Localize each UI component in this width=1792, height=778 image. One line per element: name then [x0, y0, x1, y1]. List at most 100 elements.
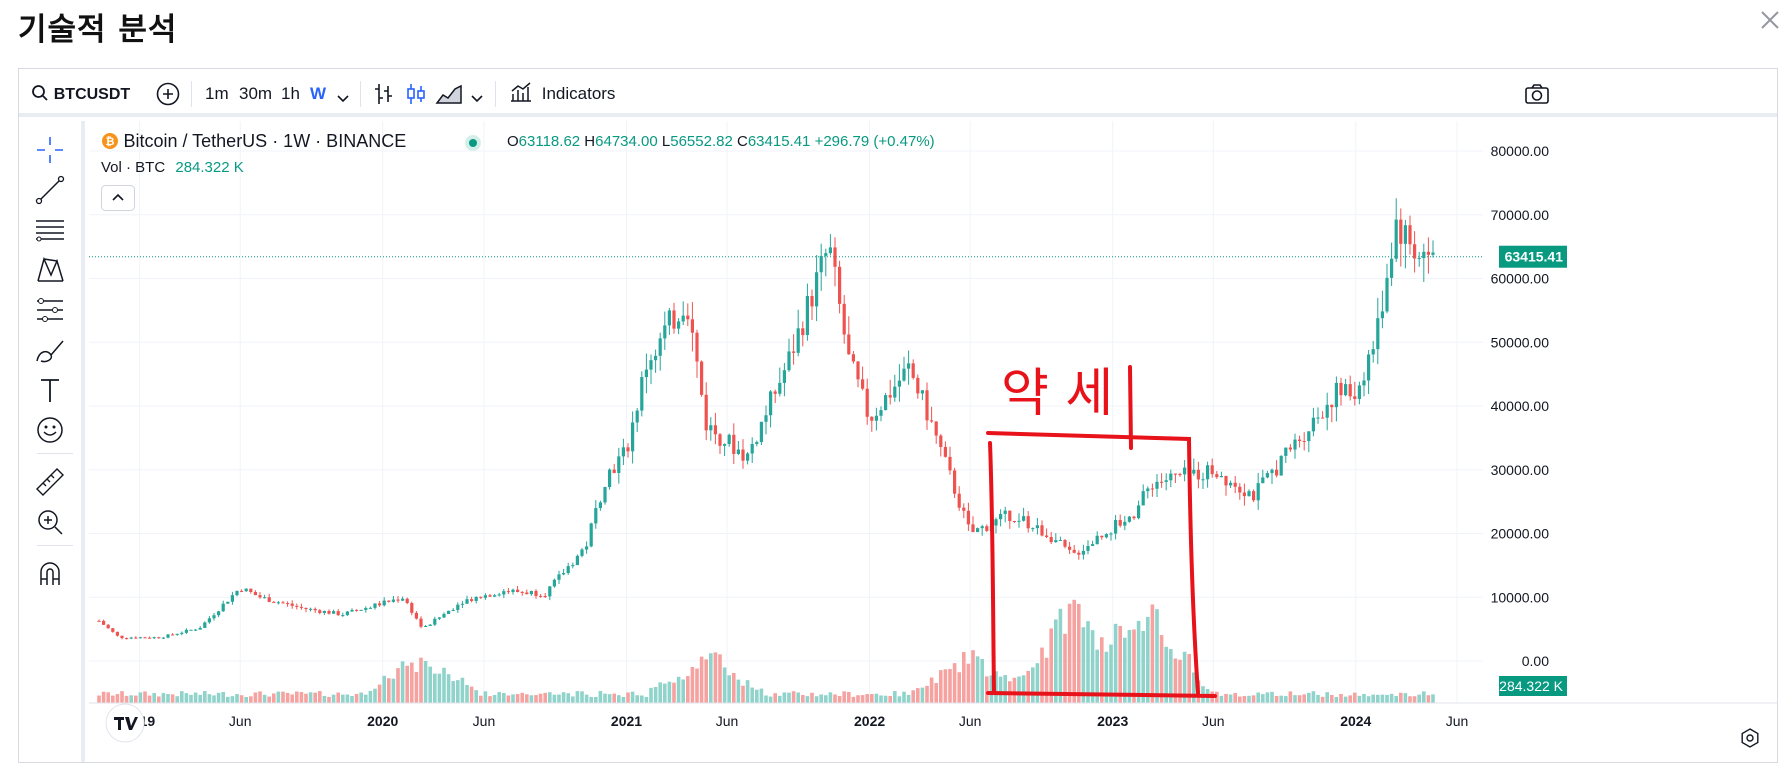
text-icon[interactable] [33, 373, 67, 407]
candle [1173, 473, 1177, 475]
magnet-icon[interactable] [33, 557, 67, 591]
candle [152, 637, 156, 639]
zoom-icon[interactable] [33, 505, 67, 539]
candle [184, 629, 188, 633]
candle [971, 524, 975, 533]
volume-bar [1261, 694, 1265, 703]
candle-icon[interactable] [405, 81, 427, 107]
candle [456, 604, 460, 610]
interval-w[interactable]: W [310, 84, 327, 103]
volume-bar [428, 666, 432, 703]
bar-chart-icon[interactable] [373, 81, 395, 107]
candle [1417, 258, 1421, 260]
volume-bar [630, 691, 635, 703]
crosshair-icon[interactable] [33, 133, 67, 167]
candle [525, 592, 529, 595]
volume-bar [722, 667, 727, 703]
volume-bar [299, 692, 304, 703]
volume-bar [1132, 629, 1136, 703]
interval-30m[interactable]: 30m [239, 84, 273, 103]
chart-canvas[interactable]: 80000.00 70000.00 60000.00 50000.00 40000.00… [89, 121, 1777, 762]
candle [810, 295, 814, 307]
symbol-search[interactable]: BTCUSDT [31, 81, 130, 107]
y-tick-label: 10000.00 [1491, 589, 1550, 605]
candle [506, 591, 510, 593]
candle [1380, 311, 1384, 319]
volume-bar [492, 695, 497, 703]
volume-bar [1104, 651, 1109, 703]
volume-bar [134, 695, 138, 703]
volume-bar [308, 692, 313, 703]
candle [796, 328, 800, 353]
candle [764, 415, 768, 422]
candle [1321, 417, 1325, 419]
volume-bar [897, 696, 902, 703]
candle [511, 589, 515, 593]
interval-1m[interactable]: 1m [205, 84, 229, 103]
pattern-icon[interactable] [33, 253, 67, 287]
volume-bar [1288, 691, 1293, 703]
prediction-icon[interactable] [33, 293, 67, 327]
candle [290, 603, 294, 606]
volume-bar [801, 694, 805, 703]
volume-bar [566, 693, 570, 703]
candle [134, 637, 138, 639]
settings-icon[interactable] [1739, 727, 1761, 749]
volume-bar [313, 692, 317, 703]
trend-line-icon[interactable] [33, 173, 67, 207]
candle [1357, 385, 1361, 400]
candle [240, 590, 244, 592]
area-chart-icon[interactable] [435, 81, 463, 107]
emoji-icon[interactable] [33, 413, 67, 447]
candle [557, 574, 561, 580]
volume-bar [1417, 694, 1421, 703]
volume-bar [295, 691, 299, 703]
chevron-down-icon[interactable] [335, 86, 351, 112]
volume-bar [1058, 608, 1063, 703]
volume-bar [759, 688, 764, 703]
candle [1210, 465, 1214, 475]
indicators-button[interactable]: Indicators [509, 81, 615, 107]
y-tick-label: 80000.00 [1491, 143, 1550, 159]
y-tick-label: 40000.00 [1491, 398, 1550, 414]
volume-bar [814, 696, 819, 703]
volume-bar [1049, 628, 1053, 703]
y-tick-label: 20000.00 [1491, 526, 1550, 542]
plus-circle-icon[interactable] [155, 81, 181, 107]
candle [870, 416, 874, 421]
price-chart[interactable]: 80000.00 70000.00 60000.00 50000.00 40000.00… [89, 121, 1777, 762]
volume-bar [221, 692, 225, 703]
volume-bar [405, 665, 409, 703]
close-icon[interactable] [1754, 4, 1786, 36]
candle [1229, 482, 1233, 486]
volume-bar [819, 694, 823, 703]
chart-widget: BTCUSDT 1m 30m 1h W [18, 68, 1778, 763]
camera-icon[interactable] [1523, 81, 1551, 107]
candle [345, 611, 349, 616]
volume-bar [479, 695, 483, 703]
market-status-icon[interactable] [464, 134, 482, 152]
volume-bar [1109, 644, 1113, 703]
brush-icon[interactable] [33, 333, 67, 367]
volume-bar [1026, 670, 1030, 703]
candle [161, 637, 165, 639]
candle [460, 603, 464, 605]
volume-bar [603, 693, 607, 703]
volume-bar [667, 681, 672, 703]
candle [999, 513, 1003, 520]
tradingview-logo-icon[interactable] [105, 703, 145, 743]
fib-icon[interactable] [33, 213, 67, 247]
volume-bar [488, 696, 492, 703]
candle [364, 608, 368, 610]
y-tick-label: 50000.00 [1491, 334, 1550, 350]
chevron-down-icon[interactable] [469, 86, 485, 112]
volume-bar [1081, 627, 1086, 703]
volume-bar [1247, 695, 1251, 703]
interval-1h[interactable]: 1h [281, 84, 300, 103]
ruler-icon[interactable] [33, 465, 67, 499]
volume-bar [1380, 694, 1385, 703]
volume-bar [1219, 695, 1224, 703]
candle [350, 609, 354, 612]
collapse-legend-button[interactable] [101, 185, 135, 211]
candle [1288, 447, 1292, 450]
